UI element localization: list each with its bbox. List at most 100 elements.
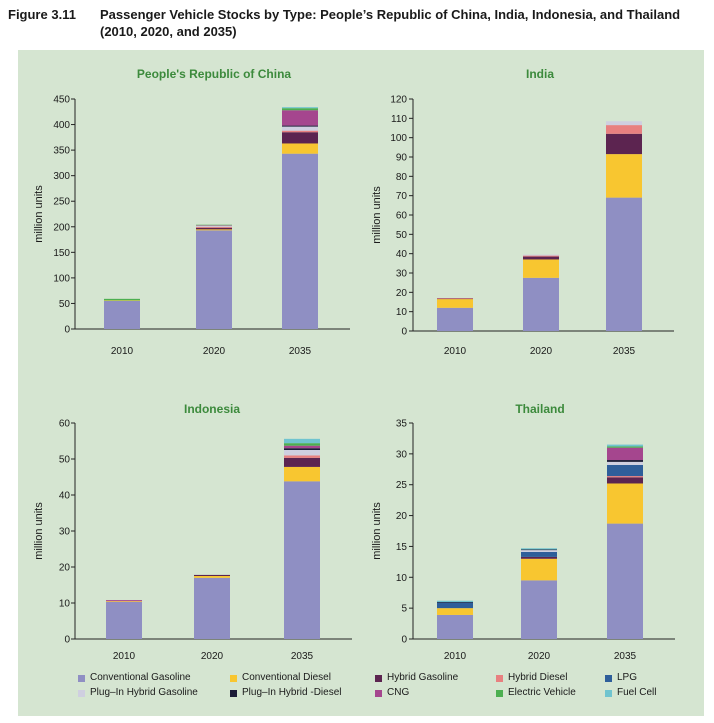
y-tick-label: 100 [390,133,407,144]
bar-segment-hybrid-gasoline [607,477,643,484]
bar-segment-electric-vehicle [284,443,320,446]
bar-segment-conventional-gasoline [607,523,643,639]
bar-segment-cng [284,445,320,449]
bar-segment-conventional-diesel [284,466,320,482]
bar-segment-hybrid-gasoline [521,556,557,559]
legend-label: Electric Vehicle [508,687,576,698]
bar-segment-cng [282,110,318,126]
bar-segment-cng [106,600,142,602]
chart-title: Thailand [515,402,564,416]
legend-label: Conventional Gasoline [90,672,191,683]
x-tick-label: 2010 [111,346,134,357]
bar-segment-conventional-gasoline [106,601,142,639]
bar-segment-hybrid-gasoline [437,298,473,300]
y-tick-label: 10 [396,307,408,318]
legend-swatch [375,690,382,697]
y-tick-label: 100 [53,273,70,284]
legend-swatch [605,675,612,682]
x-tick-label: 2010 [444,346,467,357]
bar-segment-hybrid-gasoline [282,132,318,144]
y-tick-label: 50 [59,299,71,310]
bar-segment-fuel-cell [521,548,557,550]
bar-segment-plug-in-hybrid-diesel [437,601,473,603]
legend-label: LPG [617,672,638,683]
bar-segment-conventional-diesel [437,608,473,615]
y-tick-label: 50 [396,230,408,241]
bar-segment-hybrid-gasoline [194,574,230,576]
y-tick-label: 40 [396,249,408,260]
bar-segment-plug-in-hybrid-diesel [284,448,320,450]
legend: Conventional Gasoline Conventional Diesel… [78,671,698,705]
bar-segment-lpg [521,551,557,557]
legend-label: Hybrid Diesel [508,672,568,683]
bar-segment-fuel-cell [437,600,473,602]
bar-segment-conventional-diesel [606,154,642,198]
bar-segment-plug-in-hybrid-gasoline [523,254,559,256]
bar-segment-hybrid-gasoline [284,457,320,467]
bar-segment-lpg [607,464,643,477]
y-tick-label: 70 [396,191,408,202]
y-tick-label: 20 [396,511,408,522]
bar-segment-hybrid-diesel [437,298,473,299]
bar-segment-conventional-diesel [607,483,643,524]
bar-segment-conventional-gasoline [521,580,557,639]
bar-segment-conventional-gasoline [194,577,230,639]
bar-segment-conventional-diesel [104,300,140,301]
legend-swatch [230,675,237,682]
x-tick-label: 2020 [203,346,226,357]
bar-segment-fuel-cell [607,444,643,447]
y-tick-label: 450 [53,95,70,106]
x-tick-label: 2020 [528,651,551,662]
legend-label: Plug–In Hybrid Gasoline [90,687,198,698]
y-tick-label: 0 [64,635,70,646]
y-tick-label: 80 [396,172,408,183]
y-tick-label: 50 [59,455,71,466]
y-tick-label: 30 [396,449,408,460]
bar-segment-conventional-gasoline [437,307,473,331]
bar-segment-conventional-diesel [437,299,473,308]
figure-number: Figure 3.11 [8,7,76,22]
y-axis-label: million units [33,185,45,243]
y-tick-label: 20 [59,563,71,574]
bar-segment-hybrid-gasoline [606,133,642,155]
y-tick-label: 20 [396,288,408,299]
legend-label: CNG [387,687,410,698]
y-tick-label: 60 [396,211,408,222]
bar-segment-hybrid-gasoline [523,256,559,260]
y-tick-label: 120 [390,95,407,106]
bar-segment-conventional-gasoline [523,277,559,331]
bar-segment-electric-vehicle [196,224,232,226]
bar-segment-fuel-cell [282,107,318,109]
bar-segment-plug-in-hybrid-gasoline [521,550,557,552]
legend-swatch [78,690,85,697]
bar-segment-conventional-gasoline [104,300,140,329]
bar-segment-lpg [437,602,473,609]
bar-segment-electric-vehicle [607,446,643,448]
y-tick-label: 25 [396,480,408,491]
bar-segment-hybrid-diesel [523,255,559,257]
y-tick-label: 150 [53,248,70,259]
bar-segment-plug-in-hybrid-gasoline [196,225,232,227]
y-tick-label: 0 [401,635,407,646]
y-tick-label: 90 [396,153,408,164]
bar-segment-conventional-gasoline [606,197,642,331]
bar-segment-fuel-cell [284,438,320,444]
chart-title: Indonesia [184,402,240,416]
y-tick-label: 35 [396,419,408,430]
legend-swatch [230,690,237,697]
bar-segment-cng [196,225,232,226]
x-tick-label: 2035 [289,346,312,357]
bar-segment-plug-in-hybrid-gasoline [606,121,642,126]
y-tick-label: 0 [64,325,70,336]
bar-segment-plug-in-hybrid-gasoline [282,126,318,131]
bar-segment-conventional-diesel [106,601,142,602]
y-tick-label: 110 [391,114,407,125]
x-tick-label: 2035 [613,346,636,357]
y-tick-label: 200 [53,222,70,233]
bar-segment-conventional-gasoline [437,614,473,639]
x-tick-label: 2010 [444,651,467,662]
x-tick-label: 2020 [530,346,553,357]
y-axis-label: million units [371,186,383,244]
y-axis-label: million units [371,502,383,560]
